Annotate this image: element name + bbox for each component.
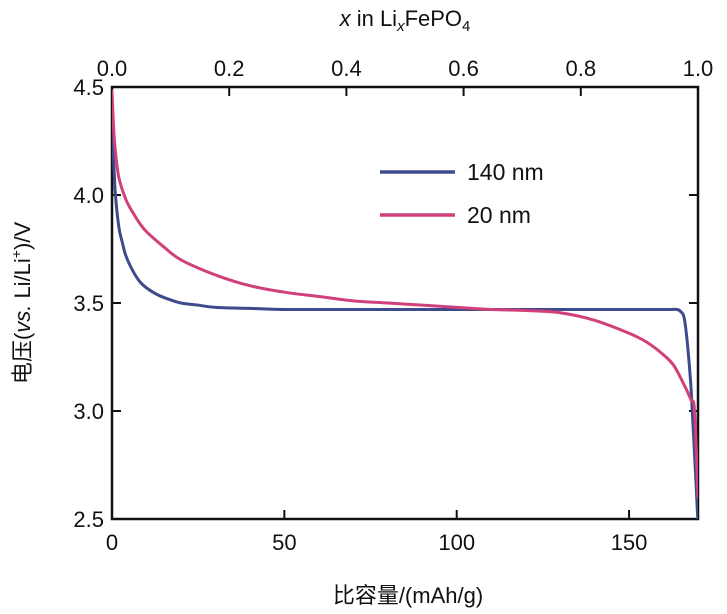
y-tick-label: 4.0 xyxy=(73,183,104,208)
top-tick-label: 0.2 xyxy=(214,56,245,81)
x-axis-ticks: 0 50 100 150 xyxy=(106,510,648,555)
top-tick-label: 0.0 xyxy=(97,56,128,81)
y-tick-label: 4.5 xyxy=(73,75,104,100)
top-tick-label: 0.6 xyxy=(448,56,479,81)
top-tick-label: 0.8 xyxy=(566,56,597,81)
y-axis-title-mid: Li/Li xyxy=(10,258,35,304)
y-axis-title-italic: vs. xyxy=(10,305,35,333)
x-tick-label: 100 xyxy=(438,530,475,555)
top-axis-mid: in Li xyxy=(351,6,397,31)
y-tick-label: 3.5 xyxy=(73,291,104,316)
x-tick-label: 50 xyxy=(272,530,296,555)
top-axis-tail: FePO xyxy=(405,6,462,31)
top-axis-sub-4: 4 xyxy=(462,18,470,35)
legend: 140 nm 20 nm xyxy=(380,159,544,228)
legend-label: 140 nm xyxy=(467,159,544,185)
top-axis-sub-x: x xyxy=(396,18,405,35)
series-line-140-nm xyxy=(112,117,698,519)
y-axis-title-sup: + xyxy=(8,250,24,258)
top-axis-ticks: 0.0 0.2 0.4 0.6 0.8 1.0 xyxy=(97,56,714,96)
y-axis-title-pre: 电压( xyxy=(10,332,35,384)
x-tick-label: 150 xyxy=(611,530,648,555)
y-axis-title: 电压(vs. Li/Li+)/V xyxy=(8,222,35,385)
y-axis-ticks: 2.5 3.0 3.5 4.0 4.5 xyxy=(73,75,698,532)
series-line-20-nm xyxy=(112,89,698,499)
series-lines xyxy=(112,89,698,519)
top-axis-title: x in LixFePO4 xyxy=(339,6,471,35)
top-tick-label: 0.4 xyxy=(331,56,362,81)
y-tick-label: 3.0 xyxy=(73,399,104,424)
bottom-axis-title: 比容量/(mAh/g) xyxy=(333,583,483,608)
y-axis-title-post: )/V xyxy=(10,222,35,250)
top-tick-label: 1.0 xyxy=(683,56,714,81)
y-tick-label: 2.5 xyxy=(73,507,104,532)
x-tick-label: 0 xyxy=(106,530,118,555)
legend-label: 20 nm xyxy=(467,202,531,228)
top-axis-var: x xyxy=(339,6,352,31)
